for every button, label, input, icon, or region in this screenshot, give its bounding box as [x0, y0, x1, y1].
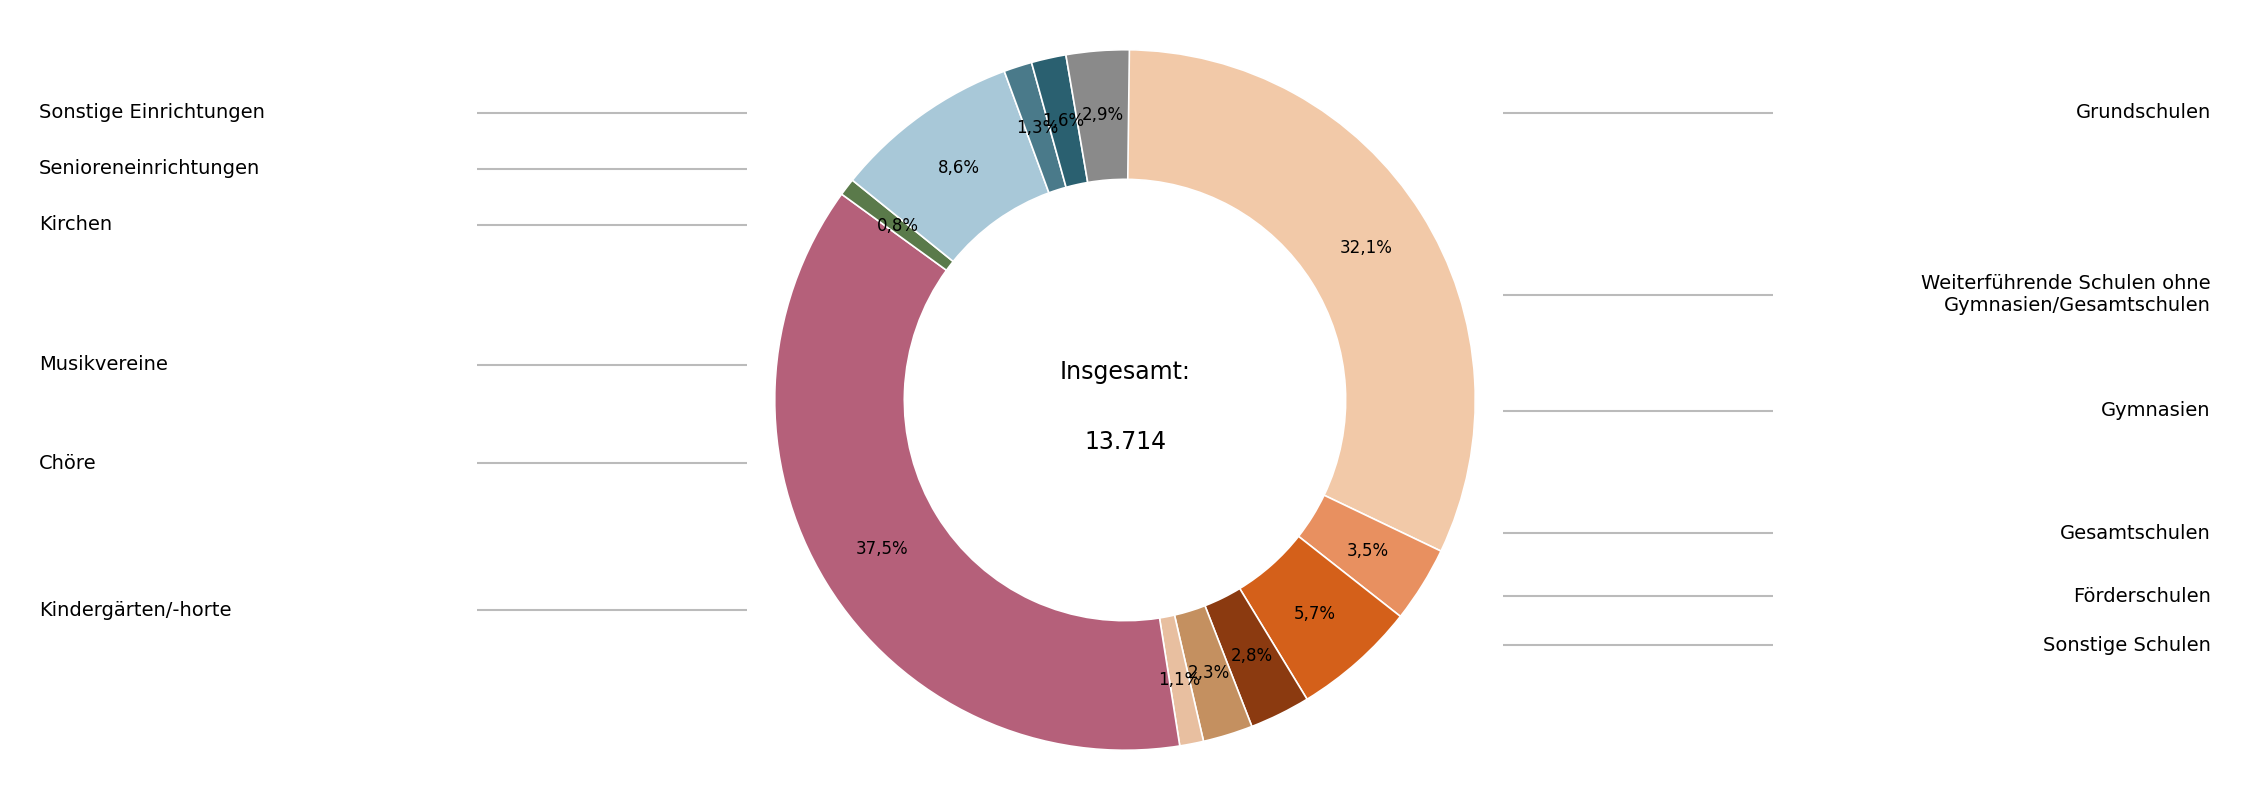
Text: Musikvereine: Musikvereine	[38, 355, 169, 374]
Wedge shape	[1206, 589, 1307, 726]
Text: 32,1%: 32,1%	[1341, 238, 1393, 257]
Wedge shape	[853, 71, 1048, 262]
Wedge shape	[1125, 50, 1476, 551]
Text: 0,8%: 0,8%	[878, 218, 920, 235]
Text: Förderschulen: Förderschulen	[2072, 586, 2212, 606]
Text: 2,9%: 2,9%	[1082, 106, 1123, 125]
Text: 1,1%: 1,1%	[1159, 671, 1202, 690]
Wedge shape	[842, 180, 954, 270]
Text: Sonstige Schulen: Sonstige Schulen	[2043, 636, 2212, 654]
Text: 3,5%: 3,5%	[1346, 542, 1388, 560]
Wedge shape	[1240, 536, 1400, 699]
Text: Kindergärten/-horte: Kindergärten/-horte	[38, 601, 232, 620]
Text: 2,8%: 2,8%	[1231, 647, 1273, 665]
Wedge shape	[1066, 50, 1130, 182]
Text: Weiterführende Schulen ohne
Gymnasien/Gesamtschulen: Weiterführende Schulen ohne Gymnasien/Ge…	[1922, 274, 2212, 315]
Text: Insgesamt:: Insgesamt:	[1060, 360, 1190, 384]
Wedge shape	[1159, 615, 1204, 746]
Wedge shape	[1298, 495, 1440, 617]
Wedge shape	[1174, 606, 1251, 742]
Text: Gesamtschulen: Gesamtschulen	[2061, 523, 2212, 542]
Text: 8,6%: 8,6%	[938, 159, 979, 177]
Text: 13.714: 13.714	[1084, 430, 1166, 454]
Wedge shape	[1004, 62, 1066, 193]
Text: Kirchen: Kirchen	[38, 215, 112, 234]
Text: 1,6%: 1,6%	[1042, 113, 1084, 130]
Wedge shape	[1030, 54, 1087, 187]
Text: 37,5%: 37,5%	[855, 540, 909, 558]
Text: Sonstige Einrichtungen: Sonstige Einrichtungen	[38, 103, 266, 122]
Text: Chöre: Chöre	[38, 454, 97, 473]
Text: Senioreneinrichtungen: Senioreneinrichtungen	[38, 159, 261, 178]
Text: Gymnasien: Gymnasien	[2102, 401, 2212, 420]
Wedge shape	[774, 194, 1179, 750]
Text: 5,7%: 5,7%	[1294, 605, 1336, 622]
Text: Grundschulen: Grundschulen	[2074, 103, 2212, 122]
Text: 1,3%: 1,3%	[1017, 119, 1060, 138]
Text: 2,3%: 2,3%	[1188, 664, 1231, 682]
